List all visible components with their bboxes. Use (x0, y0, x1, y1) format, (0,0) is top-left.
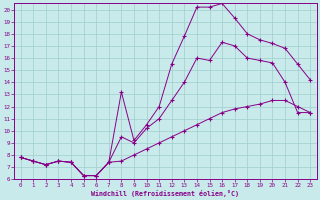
X-axis label: Windchill (Refroidissement éolien,°C): Windchill (Refroidissement éolien,°C) (92, 190, 239, 197)
